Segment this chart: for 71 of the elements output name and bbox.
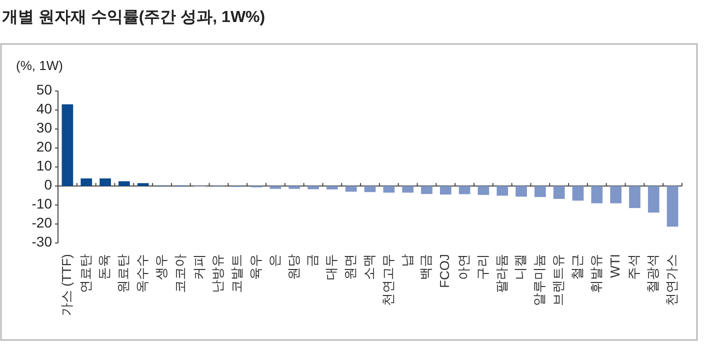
- x-tick-label: 원면: [342, 254, 358, 280]
- bar: [80, 178, 92, 186]
- bar: [118, 181, 130, 186]
- x-tick-label: 생우: [153, 254, 168, 280]
- y-tick-label: 10: [36, 158, 52, 174]
- x-tick-label: 대두: [324, 254, 339, 280]
- y-tick-label: 20: [36, 138, 52, 155]
- bar: [100, 178, 111, 186]
- bar: [478, 186, 490, 195]
- bar: [308, 186, 319, 190]
- bar: [666, 186, 678, 227]
- x-tick-label: 구리: [474, 254, 490, 280]
- x-tick-label: 천연고무: [380, 254, 396, 306]
- bar: [553, 186, 565, 199]
- x-tick-label: 옥수수: [134, 254, 150, 293]
- y-tick-label: 30: [36, 120, 52, 136]
- x-tick-label: 육우: [248, 254, 263, 280]
- bar: [345, 186, 357, 192]
- bar: [496, 186, 508, 196]
- chart-title: 개별 원자재 수익률(주간 성과, 1W%): [2, 9, 266, 26]
- x-tick-label: 주석: [626, 254, 642, 280]
- bar: [610, 186, 622, 204]
- x-tick-label: 커피: [191, 254, 206, 280]
- bar: [591, 186, 603, 204]
- x-tick-label: WTI: [607, 254, 622, 278]
- x-tick-label: 코발트: [229, 254, 244, 293]
- x-tick-label: 니켈: [512, 254, 528, 280]
- x-tick-label: 브렌트유: [550, 254, 566, 306]
- bar: [288, 186, 300, 189]
- x-tick-label: 천연가스: [664, 254, 679, 306]
- bar: [516, 186, 527, 197]
- bar: [648, 186, 660, 213]
- bar: [572, 186, 584, 201]
- x-tick-label: 원당: [286, 254, 301, 280]
- x-tick-label: 원료탄: [116, 254, 131, 293]
- bar: [270, 186, 282, 189]
- y-axis-title: (%, 1W): [16, 58, 63, 73]
- y-tick-label: -30: [32, 234, 52, 250]
- y-tick-label: -10: [32, 196, 52, 212]
- y-tick-label: 0: [44, 176, 52, 193]
- bar: [421, 186, 432, 194]
- y-tick-label: 40: [36, 100, 52, 117]
- x-tick-label: 난방유: [210, 254, 226, 293]
- x-tick-label: 소맥: [361, 254, 376, 280]
- bar: [458, 186, 470, 194]
- x-tick-label: 코코아: [172, 254, 188, 293]
- bar: [534, 186, 546, 198]
- x-tick-label: 알루미늄: [532, 254, 547, 306]
- x-tick-label: 휘발유: [588, 254, 604, 293]
- x-tick-label: 납: [399, 254, 414, 267]
- x-tick-label: 백금: [418, 254, 434, 280]
- bar: [137, 183, 149, 186]
- y-tick-label: -20: [32, 214, 52, 231]
- x-tick-label: 아연: [456, 254, 471, 280]
- bar: [440, 186, 452, 195]
- x-tick-label: 팔라듐: [494, 254, 509, 293]
- y-tick-label: 50: [36, 82, 52, 98]
- bar: [62, 104, 74, 186]
- x-tick-label: 연료탄: [78, 254, 93, 293]
- bar: [402, 186, 414, 193]
- x-tick-label: 금: [304, 254, 320, 267]
- bar: [326, 186, 338, 190]
- x-tick-label: 철광석: [645, 254, 660, 293]
- bar: [383, 186, 395, 193]
- x-tick-label: 은: [266, 254, 282, 267]
- x-tick-label: 가스 (TTF): [58, 254, 74, 316]
- x-tick-label: 철근: [569, 254, 584, 280]
- x-tick-label: 돈육: [96, 254, 112, 280]
- bar: [629, 186, 640, 208]
- bar: [364, 186, 376, 192]
- x-tick-label: FCOJ: [437, 254, 452, 288]
